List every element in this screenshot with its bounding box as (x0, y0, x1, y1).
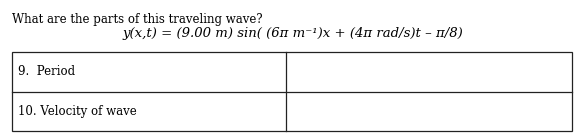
Text: y(x,t) = (9.00 m) sin( (6π m⁻¹)x + (4π rad/s)t – π/8): y(x,t) = (9.00 m) sin( (6π m⁻¹)x + (4π r… (122, 27, 464, 40)
Text: What are the parts of this traveling wave?: What are the parts of this traveling wav… (12, 13, 263, 26)
Text: 10. Velocity of wave: 10. Velocity of wave (18, 105, 137, 118)
Bar (12, 52, 572, 131)
Text: 9.  Period: 9. Period (18, 65, 75, 78)
